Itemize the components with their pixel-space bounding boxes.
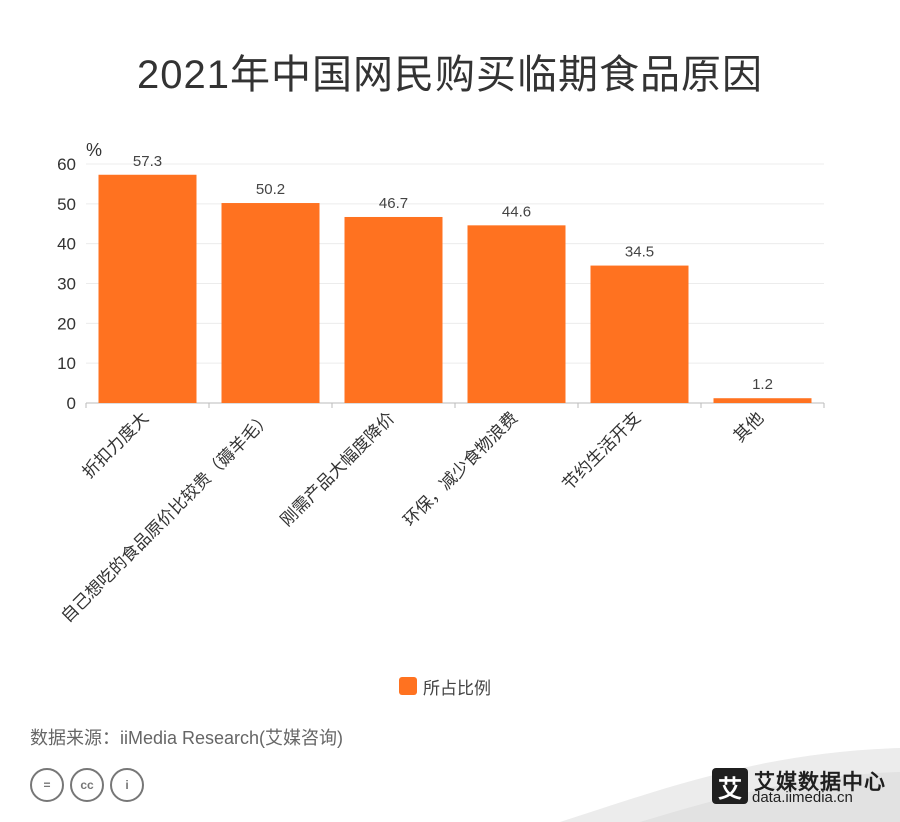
- data-label: 34.5: [625, 244, 654, 261]
- brand-url: data.iimedia.cn: [752, 789, 853, 806]
- data-label: 1.2: [752, 376, 773, 393]
- legend: 所占比例: [399, 675, 491, 698]
- y-axis-label: %: [86, 140, 102, 160]
- y-tick-label: 30: [57, 275, 76, 294]
- legend-swatch: [399, 677, 417, 695]
- y-tick-label: 10: [57, 354, 76, 373]
- data-label: 57.3: [133, 153, 162, 170]
- y-tick-label: 0: [67, 394, 76, 413]
- brand-name: 艾媒数据中心: [754, 771, 886, 794]
- bar: [590, 265, 689, 403]
- bar: [344, 216, 443, 403]
- cc-nd-icon: =: [30, 768, 64, 802]
- brand-logo-icon: 艾: [712, 768, 748, 804]
- legend-label: 所占比例: [423, 678, 491, 698]
- bar: [98, 174, 197, 403]
- bar-chart: 0102030405060%57.3折扣力度大50.2自己想吃的食品原价比较贵（…: [57, 140, 825, 626]
- y-tick-label: 50: [57, 195, 76, 214]
- bar: [221, 203, 320, 403]
- data-source: 数据来源：iiMedia Research(艾媒咨询): [30, 728, 344, 748]
- data-label: 50.2: [256, 181, 285, 198]
- page-title: 2021年中国网民购买临期食品原因: [137, 53, 763, 97]
- license-icons: = cc i: [30, 768, 144, 802]
- data-label: 46.7: [379, 195, 408, 212]
- y-tick-label: 20: [57, 314, 76, 333]
- y-tick-label: 60: [57, 155, 76, 174]
- data-label: 44.6: [502, 203, 531, 220]
- bar: [713, 398, 812, 403]
- bar: [467, 225, 566, 403]
- cc-by-icon: i: [110, 768, 144, 802]
- y-tick-label: 40: [57, 235, 76, 254]
- cc-icon: cc: [70, 768, 104, 802]
